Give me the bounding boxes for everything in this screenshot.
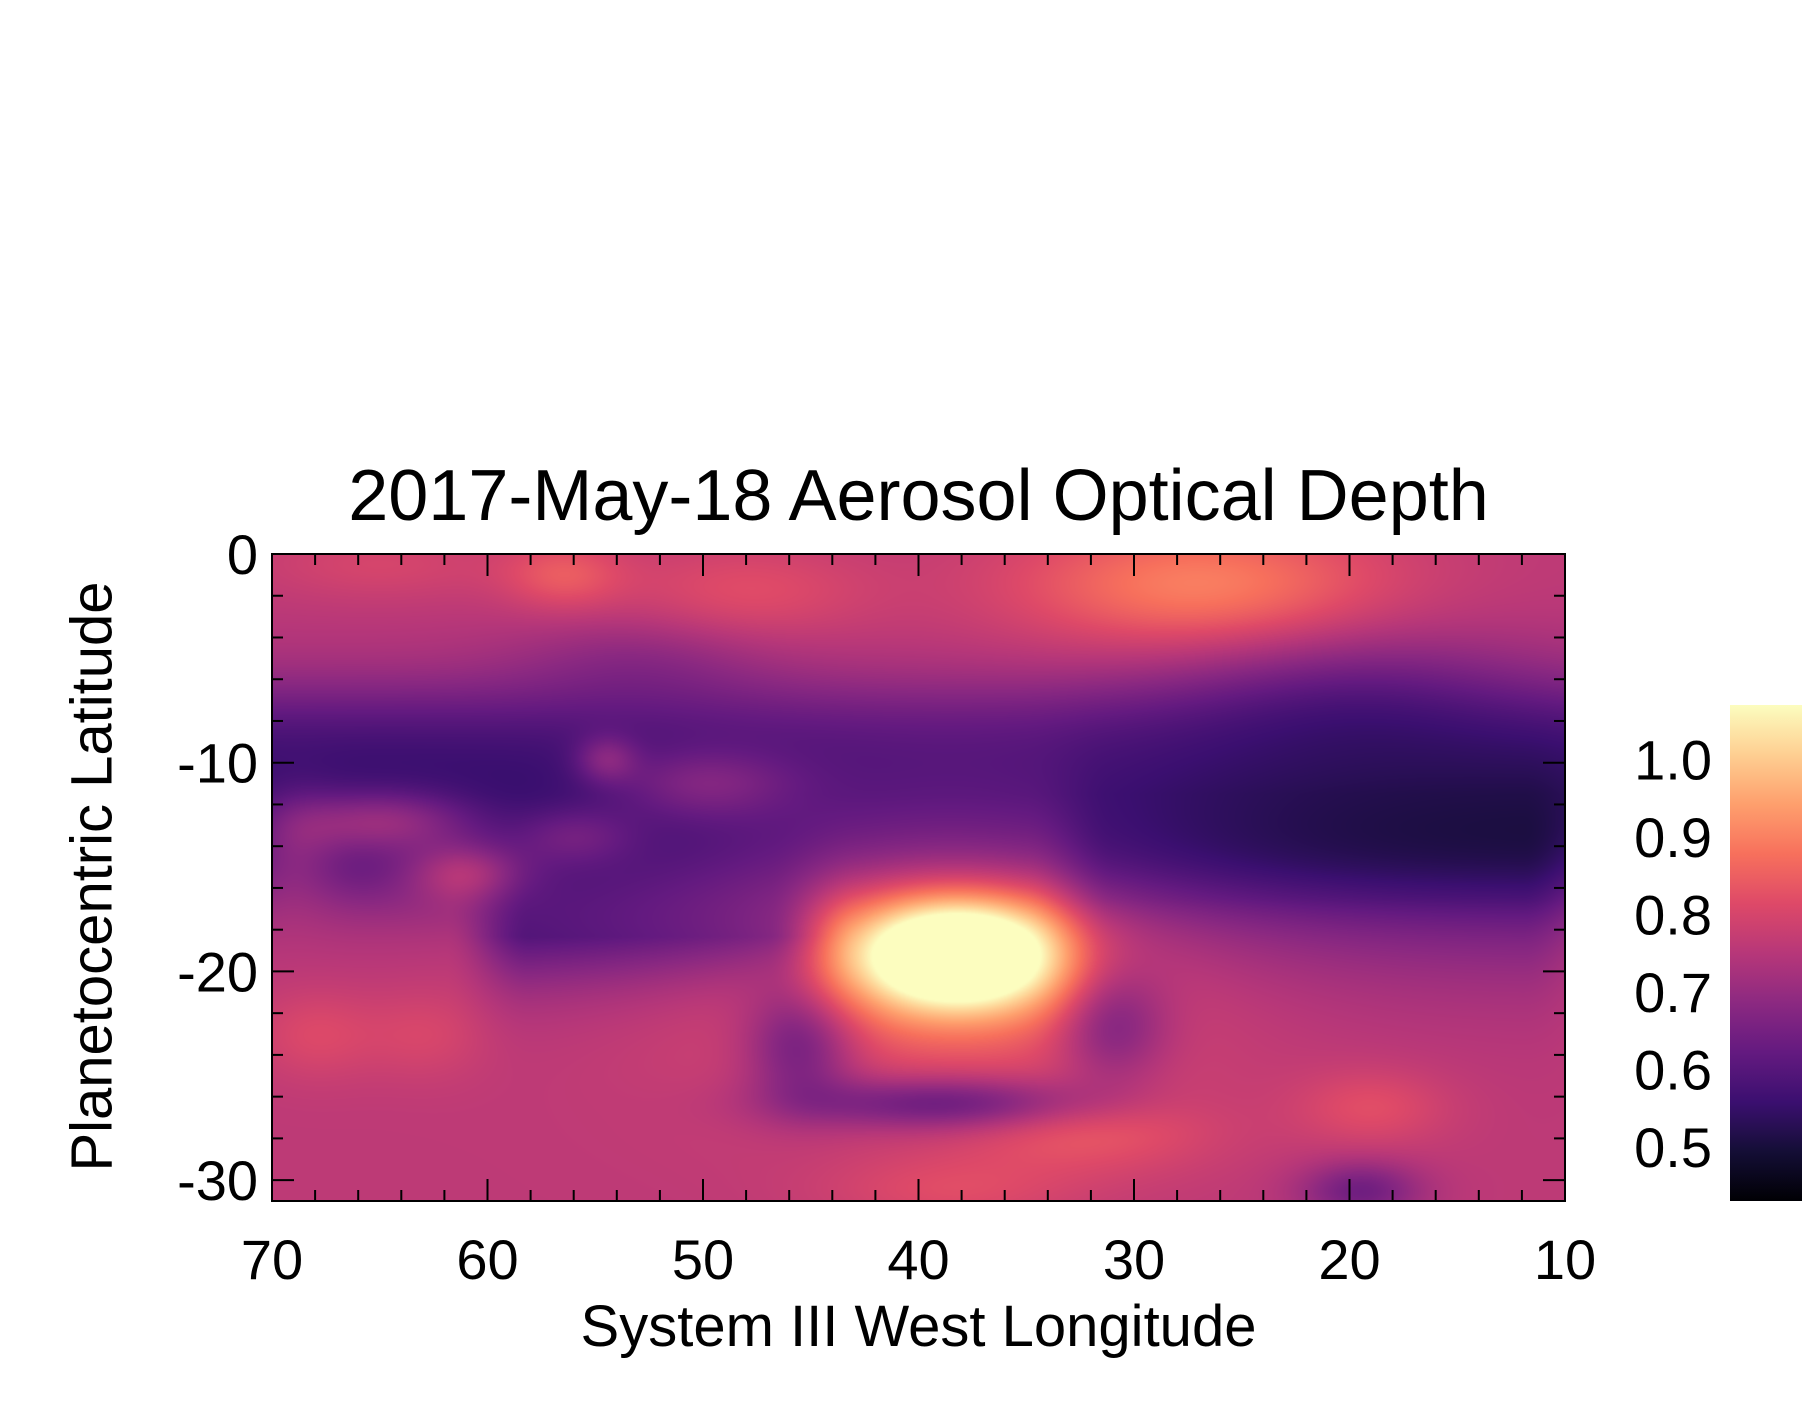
colorbar-tick-label: 0.9 [1634,806,1712,869]
y-axis-label: Planetocentric Latitude [59,580,125,1172]
y-tick-label: -10 [177,732,258,795]
y-tick-label: 0 [227,523,258,586]
colorbar-tick-label: 0.5 [1634,1116,1712,1179]
x-tick-label: 50 [672,1228,734,1291]
colorbar-tick-label: 1.0 [1634,728,1712,791]
x-tick-label: 30 [1103,1228,1165,1291]
y-tick-label: -20 [177,940,258,1003]
x-tick-label: 40 [887,1228,949,1291]
heatmap-image [272,554,1565,1201]
x-tick-label: 10 [1534,1228,1596,1291]
colorbar-tick-label: 0.7 [1634,961,1712,1024]
chart-title: 2017-May-18 Aerosol Optical Depth [348,456,1489,536]
colorbar-tick-label: 0.6 [1634,1038,1712,1101]
x-axis-label: System III West Longitude [580,1294,1257,1359]
x-tick-label: 20 [1318,1228,1380,1291]
x-tick-label: 60 [456,1228,518,1291]
colorbar [1730,705,1802,1201]
x-tick-label: 70 [241,1228,303,1291]
y-tick-label: -30 [177,1149,258,1212]
colorbar-tick-label: 0.8 [1634,883,1712,946]
